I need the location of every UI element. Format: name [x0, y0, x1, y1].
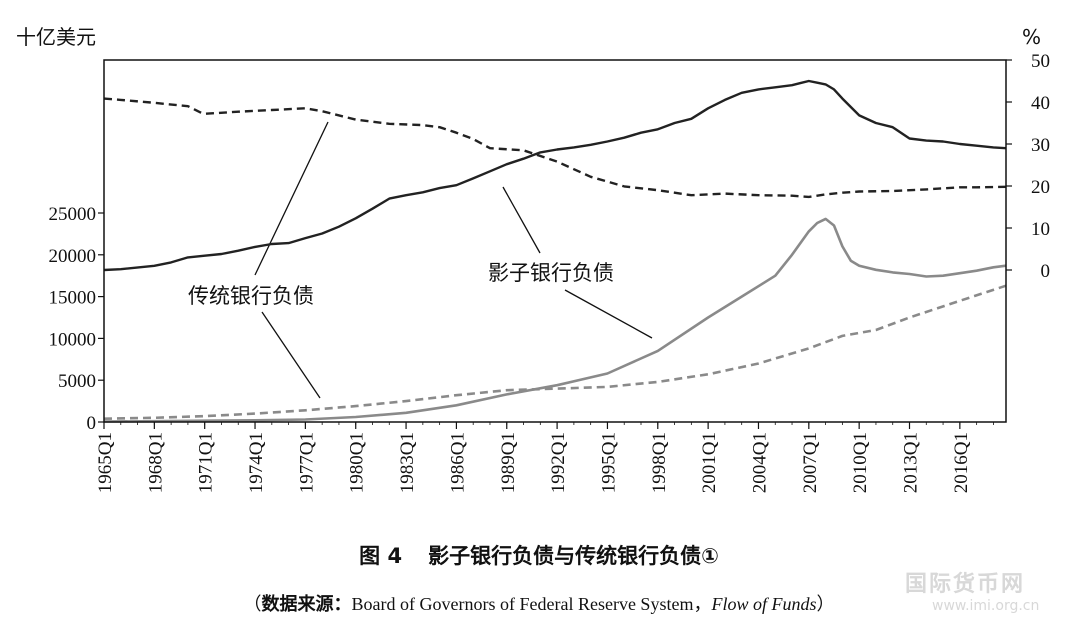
x-tick-label: 1974Q1: [246, 432, 267, 493]
x-tick-label: 2004Q1: [749, 432, 770, 493]
leader-trad-to-level: [261, 311, 321, 399]
x-tick-label: 2016Q1: [951, 432, 972, 493]
annotations: [254, 121, 653, 399]
right-axis-unit: %: [1022, 25, 1041, 49]
y-right-tick-label: 0: [1041, 261, 1051, 282]
x-tick-label: 2007Q1: [800, 432, 821, 493]
left-axis-unit: 十亿美元: [16, 25, 96, 49]
x-tick-label: 1968Q1: [145, 432, 166, 493]
annotation-shadow-banks: 影子银行负债: [488, 261, 614, 285]
watermark-logo: 国际货币网: [905, 572, 1026, 597]
annotation-traditional-banks: 传统银行负债: [188, 284, 314, 308]
y-left-tick-label: 5000: [58, 371, 96, 392]
y-right-tick-label: 20: [1031, 177, 1050, 198]
x-tick-label: 1998Q1: [649, 432, 670, 493]
series-2-right-solid: [103, 79, 1007, 272]
y-right-tick-label: 50: [1031, 51, 1050, 72]
y-left-tick-label: 15000: [49, 288, 97, 309]
series-3-right-dashed: [103, 97, 1007, 199]
source-suffix: ）: [816, 594, 835, 614]
x-tick-label: 1977Q1: [296, 432, 317, 493]
x-tick-label: 1992Q1: [548, 432, 569, 493]
x-tick-label: 1980Q1: [347, 432, 368, 493]
y-axis-left: 0 5000 10000 15000 20000 25000: [49, 204, 104, 434]
x-tick-label: 2001Q1: [699, 432, 720, 493]
watermark-url: www.imi.org.cn: [932, 598, 1040, 614]
source-prefix: （: [243, 594, 262, 614]
y-left-tick-label: 20000: [49, 246, 97, 267]
y-axis-right: 0 10 20 30 40 50: [1006, 51, 1050, 282]
y-left-tick-label: 25000: [49, 204, 97, 225]
x-axis: 1965Q1 1968Q1 1971Q1 1974Q1 1977Q1 1980Q1 1983…: [95, 422, 994, 493]
series-1-left-dashed: [103, 284, 1007, 420]
figure-source: （数据来源：Board of Governors of Federal Rese…: [0, 590, 1078, 616]
x-tick-label: 1986Q1: [447, 432, 468, 493]
figure-title: 图 4 影子银行负债与传统银行负债①: [0, 540, 1078, 570]
y-right-tick-label: 40: [1031, 93, 1050, 114]
series-0-left-solid: [103, 217, 1007, 423]
source-italic: Flow of Funds: [711, 594, 817, 614]
x-tick-label: 1965Q1: [95, 432, 116, 493]
y-right-tick-label: 10: [1031, 219, 1050, 240]
x-tick-label: 1989Q1: [498, 432, 519, 493]
figure-number: 图 4: [359, 544, 403, 568]
leader-shadow-to-level: [564, 289, 653, 339]
y-left-tick-label: 0: [87, 413, 97, 434]
series-layer: [103, 79, 1007, 423]
y-right-tick-label: 30: [1031, 135, 1050, 156]
source-label: 数据来源：: [261, 594, 352, 615]
leader-shadow-to-ratio: [502, 186, 541, 254]
x-tick-label: 2013Q1: [901, 432, 922, 493]
x-tick-label: 1971Q1: [196, 432, 217, 493]
x-tick-label: 1995Q1: [598, 432, 619, 493]
figure-title-text: 影子银行负债与传统银行负债①: [428, 544, 719, 568]
plot-frame: [103, 59, 1007, 423]
leader-trad-to-ratio: [254, 121, 329, 276]
x-tick-label: 1983Q1: [397, 432, 418, 493]
x-tick-label: 2010Q1: [850, 432, 871, 493]
chart-svg: 1965Q1 1968Q1 1971Q1 1974Q1 1977Q1 1980Q1 1983…: [16, 25, 1050, 493]
source-text: Board of Governors of Federal Reserve Sy…: [351, 594, 712, 614]
y-left-tick-label: 10000: [49, 329, 97, 350]
